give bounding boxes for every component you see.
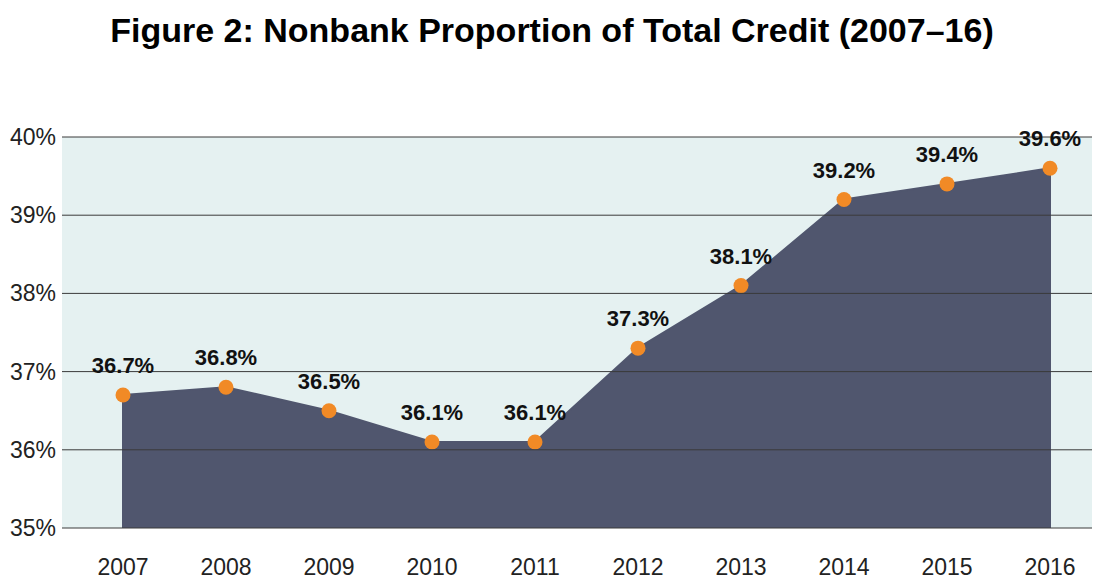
grid-line <box>62 449 1092 450</box>
x-tick-label: 2007 <box>97 554 148 580</box>
marker <box>837 192 852 207</box>
y-tick-label: 38% <box>10 280 56 306</box>
x-tick-label: 2011 <box>510 554 559 580</box>
y-tick-label: 40% <box>10 124 56 150</box>
plot-background <box>62 137 1092 528</box>
data-label: 36.8% <box>195 345 257 370</box>
data-label: 39.4% <box>916 142 978 167</box>
data-label: 39.2% <box>813 158 875 183</box>
data-label: 36.1% <box>504 400 566 425</box>
x-tick-label: 2010 <box>406 554 457 580</box>
x-tick-label: 2012 <box>612 554 663 580</box>
x-tick-label: 2015 <box>921 554 972 580</box>
data-label: 36.1% <box>401 400 463 425</box>
marker <box>940 176 955 191</box>
x-tick-label: 2008 <box>200 554 251 580</box>
marker <box>425 434 440 449</box>
data-label: 36.7% <box>92 353 154 378</box>
y-tick-label: 36% <box>10 437 56 463</box>
chart: Figure 2: Nonbank Proportion of Total Cr… <box>0 0 1105 584</box>
grid-line <box>62 293 1092 294</box>
y-tick-label: 37% <box>10 359 56 385</box>
grid-line <box>62 371 1092 372</box>
marker <box>322 403 337 418</box>
marker <box>528 434 543 449</box>
marker <box>631 341 646 356</box>
data-label: 39.6% <box>1019 126 1081 151</box>
grid-line <box>62 528 1092 529</box>
marker <box>1043 161 1058 176</box>
grid-line <box>62 137 1092 138</box>
marker <box>219 380 234 395</box>
grid-line <box>62 215 1092 216</box>
marks <box>116 161 1058 528</box>
x-tick-label: 2014 <box>818 554 869 580</box>
marker <box>734 278 749 293</box>
data-label: 36.5% <box>298 369 360 394</box>
x-tick-label: 2016 <box>1024 554 1075 580</box>
x-tick-label: 2009 <box>303 554 354 580</box>
data-label: 38.1% <box>710 244 772 269</box>
x-tick-label: 2013 <box>715 554 766 580</box>
title: Figure 2: Nonbank Proportion of Total Cr… <box>110 11 993 49</box>
y-tick-label: 35% <box>10 515 56 541</box>
marker <box>116 388 131 403</box>
data-label: 37.3% <box>607 306 669 331</box>
y-tick-label: 39% <box>10 202 56 228</box>
area <box>123 168 1050 528</box>
